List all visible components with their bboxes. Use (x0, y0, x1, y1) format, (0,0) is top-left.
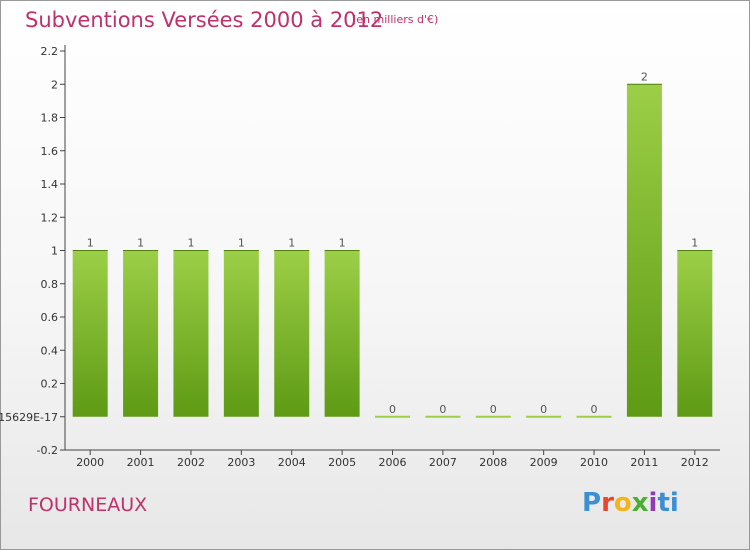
x-axis: 2000 2001 2002 2003 2004 2005 2006 2007 2008 2009… (65, 449, 720, 469)
y-tick-label: 2.2 (41, 45, 59, 58)
y-tick-label: -0.2 (37, 444, 58, 457)
data-label: 1 (238, 237, 245, 250)
y-tick-label: 0.2 (41, 378, 59, 391)
y-tick-label: 1.4 (41, 178, 59, 191)
data-label: 2 (641, 70, 648, 83)
x-tick-label: 2007 (429, 456, 457, 469)
data-label: 1 (137, 237, 144, 250)
data-label: 1 (187, 237, 194, 250)
bars (72, 83, 713, 418)
data-label: 0 (490, 403, 497, 416)
bar (123, 250, 159, 417)
x-tick-label: 2003 (227, 456, 255, 469)
x-tick-label: 2004 (278, 456, 306, 469)
data-label: 0 (389, 403, 396, 416)
x-tick-label: 2000 (76, 456, 104, 469)
commune-name: FOURNEAUX (28, 494, 148, 516)
x-tick-label: 2002 (177, 456, 205, 469)
y-tick-label: 1.2 (41, 211, 59, 224)
bar (475, 415, 511, 418)
bar (677, 250, 713, 417)
data-label: 1 (288, 237, 295, 250)
logo-letter: P (582, 488, 602, 518)
x-tick-label: 2006 (379, 456, 407, 469)
bar (72, 250, 108, 417)
y-tick-label: 0.6 (41, 311, 59, 324)
y-tick-label: 1 (51, 245, 58, 258)
data-labels: 1 1 1 1 1 1 0 0 0 0 0 2 1 (87, 70, 699, 416)
data-label: 1 (691, 237, 698, 250)
bar (223, 250, 259, 417)
proxiti-logo: Proxiti (582, 488, 679, 518)
x-tick-label: 2012 (681, 456, 709, 469)
bar (173, 250, 209, 417)
chart-title: Subventions Versées 2000 à 2012 (25, 8, 384, 32)
bar (526, 415, 562, 418)
x-tick-label: 2011 (630, 456, 658, 469)
logo-letter: i (648, 488, 658, 518)
y-tick-label: 1.6 (41, 145, 59, 158)
bar (375, 415, 410, 418)
data-label: 0 (591, 403, 598, 416)
y-tick-label: 1.8 (41, 112, 59, 125)
data-label: 0 (439, 403, 446, 416)
bar (324, 250, 360, 417)
y-axis: 2.2 2 1.8 1.6 1.4 1.2 1 0.8 0.6 0.4 0.2 -1.15629E-1… (0, 45, 66, 457)
data-label: 1 (339, 237, 346, 250)
logo-letter: r (601, 488, 614, 518)
y-tick-label: 0.4 (41, 344, 59, 357)
logo-letter: x (631, 488, 649, 518)
bar (425, 415, 461, 418)
logo-letter: o (613, 488, 632, 518)
x-tick-label: 2010 (580, 456, 608, 469)
x-tick-label: 2001 (127, 456, 155, 469)
chart-unit: (en milliers d'€) (352, 13, 439, 26)
x-tick-label: 2009 (530, 456, 558, 469)
bar (274, 250, 310, 417)
x-tick-label: 2005 (328, 456, 356, 469)
data-label: 0 (540, 403, 547, 416)
y-tick-label: 0.8 (41, 278, 59, 291)
x-tick-label: 2008 (479, 456, 507, 469)
data-label: 1 (87, 237, 94, 250)
y-tick-label: -1.15629E-17 (0, 411, 58, 424)
logo-letter: ti (657, 488, 679, 518)
y-tick-label: 2 (51, 78, 58, 91)
bar (576, 415, 612, 418)
bar (626, 84, 662, 417)
